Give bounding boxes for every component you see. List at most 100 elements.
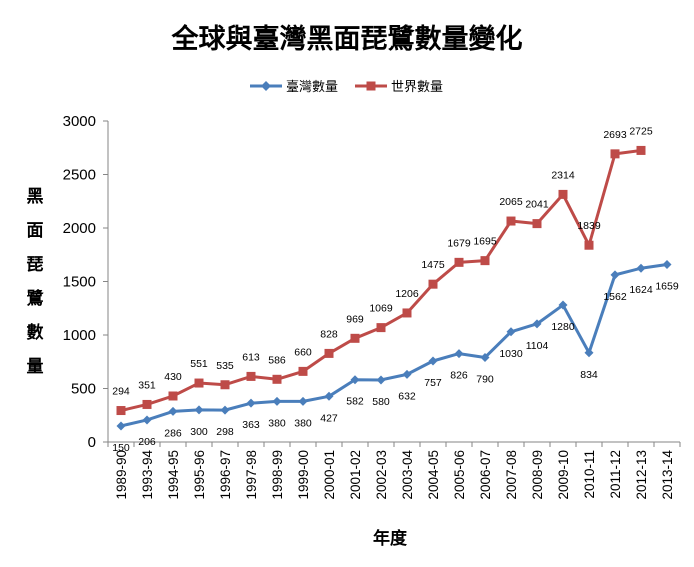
- series-layer: 150 206 286 300 298 363 380 380 427 582 580 632 757 8…: [112, 125, 679, 454]
- data-point[interactable]: [246, 398, 256, 408]
- data-label: 834: [580, 369, 598, 381]
- data-point[interactable]: [142, 399, 152, 409]
- data-label: 660: [294, 346, 312, 358]
- x-tick-label: 1998-99: [270, 450, 285, 500]
- y-axis-title-char: 鷺: [27, 288, 45, 309]
- legend-item-taiwan[interactable]: 臺灣數量: [250, 80, 338, 95]
- x-tick-label: 2001-02: [348, 450, 363, 500]
- data-point[interactable]: [376, 323, 386, 333]
- legend-item-world[interactable]: 世界數量: [355, 80, 443, 95]
- data-point[interactable]: [662, 259, 672, 269]
- data-label: 1280: [551, 321, 575, 333]
- data-point[interactable]: [584, 240, 594, 250]
- y-axis-title-char: 琵: [27, 255, 44, 275]
- x-tick-label: 2004-05: [426, 450, 441, 500]
- data-label: 790: [476, 373, 494, 385]
- data-point[interactable]: [636, 145, 646, 155]
- data-point[interactable]: [558, 300, 568, 310]
- data-label: 826: [450, 370, 468, 382]
- y-axis-title-char: 數: [27, 322, 44, 343]
- x-tick-label: 2006-07: [478, 450, 493, 500]
- data-point[interactable]: [402, 308, 412, 318]
- data-point[interactable]: [116, 421, 126, 431]
- data-point[interactable]: [246, 371, 256, 381]
- data-label: 380: [294, 417, 312, 429]
- data-label: 1839: [577, 220, 601, 232]
- x-tick-label: 2010-11: [582, 450, 597, 499]
- data-point[interactable]: [532, 219, 542, 229]
- data-label: 1475: [421, 259, 445, 271]
- data-label: 1030: [499, 348, 523, 360]
- data-point[interactable]: [428, 356, 438, 366]
- data-label: 1104: [526, 340, 549, 352]
- data-label: 632: [398, 390, 416, 402]
- data-point[interactable]: [298, 396, 308, 406]
- data-label: 2041: [525, 199, 549, 211]
- data-label: 298: [216, 426, 234, 438]
- data-label: 613: [242, 351, 260, 363]
- data-point[interactable]: [324, 348, 334, 358]
- data-label: 2725: [629, 125, 653, 137]
- data-point[interactable]: [480, 352, 490, 362]
- data-point[interactable]: [168, 391, 178, 401]
- data-point[interactable]: [558, 189, 568, 199]
- y-tick-label: 1000: [63, 327, 96, 344]
- data-point[interactable]: [428, 279, 438, 289]
- legend: 臺灣數量 世界數量: [250, 80, 443, 95]
- data-point[interactable]: [402, 369, 412, 379]
- y-axis-title-char: 黑: [27, 187, 44, 207]
- y-axis-ticks: 0 500 1000 1500 2000 2500 3000: [63, 113, 108, 451]
- data-point[interactable]: [376, 375, 386, 385]
- data-point[interactable]: [532, 319, 542, 329]
- data-label: 586: [268, 354, 286, 366]
- data-label: 427: [320, 412, 338, 424]
- data-point[interactable]: [454, 349, 464, 359]
- x-tick-label: 2013-14: [660, 450, 675, 500]
- x-tick-label: 1995-96: [192, 450, 207, 500]
- data-point[interactable]: [350, 333, 360, 343]
- data-point[interactable]: [350, 375, 360, 385]
- data-label: 535: [216, 360, 234, 372]
- data-label: 300: [190, 426, 208, 438]
- data-point[interactable]: [636, 263, 646, 273]
- data-point[interactable]: [272, 396, 282, 406]
- series-line: [120, 148, 642, 413]
- data-label: 1679: [447, 237, 471, 249]
- data-point[interactable]: [506, 327, 516, 337]
- series-line: [120, 263, 668, 428]
- data-label: 969: [346, 313, 364, 325]
- data-point[interactable]: [324, 391, 334, 401]
- legend-label-taiwan: 臺灣數量: [286, 80, 338, 95]
- data-point[interactable]: [220, 405, 230, 415]
- x-tick-label: 2002-03: [374, 450, 389, 500]
- legend-label-world: 世界數量: [391, 80, 443, 95]
- data-point[interactable]: [506, 216, 516, 226]
- data-point[interactable]: [220, 380, 230, 390]
- x-tick-label: 2000-01: [322, 450, 337, 500]
- data-point[interactable]: [142, 415, 152, 425]
- x-tick-label: 1997-98: [244, 450, 259, 500]
- y-tick-label: 500: [71, 381, 96, 398]
- data-label: 582: [346, 396, 364, 408]
- data-point[interactable]: [454, 257, 464, 267]
- data-point[interactable]: [168, 406, 178, 416]
- y-axis-title-char: 量: [27, 356, 44, 377]
- data-point[interactable]: [272, 374, 282, 384]
- data-point[interactable]: [194, 378, 204, 388]
- data-point[interactable]: [480, 256, 490, 266]
- data-point[interactable]: [194, 405, 204, 415]
- data-point[interactable]: [610, 149, 620, 159]
- data-label: 380: [268, 417, 286, 429]
- data-label: 206: [138, 436, 156, 448]
- data-label: 1206: [395, 288, 419, 300]
- data-label: 2314: [551, 169, 575, 181]
- data-point[interactable]: [584, 348, 594, 358]
- data-label: 294: [112, 386, 130, 398]
- y-tick-label: 0: [88, 434, 96, 451]
- y-tick-label: 1500: [63, 274, 96, 291]
- x-tick-label: 2005-06: [452, 450, 467, 500]
- data-point[interactable]: [116, 406, 126, 416]
- data-point[interactable]: [610, 270, 620, 280]
- data-point[interactable]: [298, 366, 308, 376]
- legend-marker-taiwan: [261, 81, 271, 91]
